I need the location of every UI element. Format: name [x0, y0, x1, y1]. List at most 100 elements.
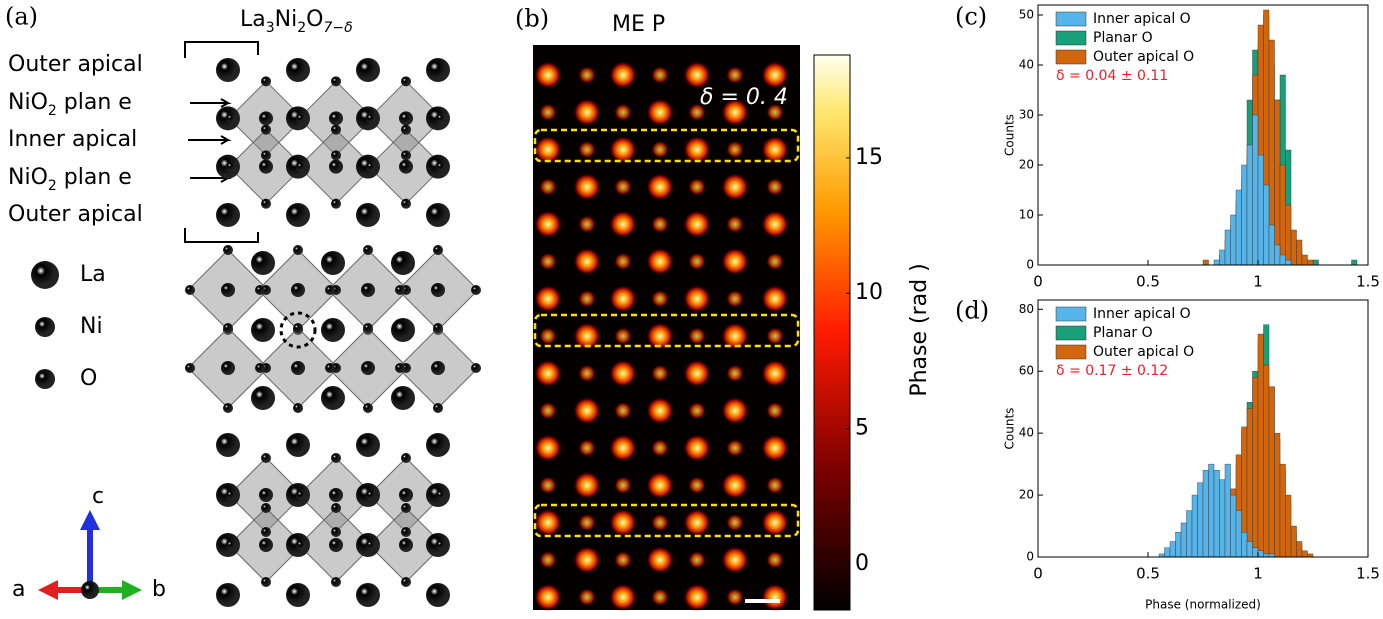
atom — [259, 111, 273, 126]
histogram-bar — [1235, 510, 1242, 558]
atom — [363, 403, 373, 413]
axis-a-head — [38, 580, 58, 600]
atom-column — [614, 401, 632, 420]
atom-column — [539, 103, 557, 122]
atom — [436, 490, 446, 500]
atom — [185, 285, 195, 295]
atom — [185, 363, 195, 373]
atom — [433, 245, 443, 255]
atom — [391, 318, 415, 342]
atom — [366, 490, 376, 500]
atom — [261, 577, 271, 587]
atom — [433, 323, 443, 333]
atom — [286, 433, 310, 457]
layer-label: Inner apical — [8, 127, 137, 152]
histogram-bar — [1312, 259, 1319, 266]
axis-label: a — [12, 577, 25, 602]
atom — [395, 285, 405, 295]
label-rest: plan e — [57, 165, 132, 190]
atom — [321, 251, 345, 275]
atom — [223, 403, 233, 413]
histogram-bar — [1246, 408, 1253, 558]
atom-column — [578, 439, 596, 457]
y-tick-label: 0 — [1026, 258, 1034, 272]
legend-label: Outer apical O — [1093, 344, 1194, 360]
y-tick-label: 40 — [1019, 58, 1034, 72]
layer-label: NiO2 plan e — [8, 90, 132, 119]
histogram-bar — [1252, 547, 1259, 558]
legend-label: Ni — [80, 314, 103, 339]
atom-column — [721, 172, 749, 201]
atom — [331, 527, 341, 537]
colorbar-tick-label: 5 — [855, 416, 869, 441]
vacancy — [279, 311, 317, 349]
atom — [401, 527, 411, 537]
atom-column — [614, 103, 632, 122]
label-sub: 2 — [48, 178, 57, 194]
atom-column — [573, 545, 601, 574]
highlight-box — [533, 503, 800, 538]
atom — [356, 58, 380, 82]
atom — [361, 361, 375, 375]
histogram-bar — [1285, 204, 1292, 266]
label-rest: plan e — [57, 90, 132, 115]
histogram-bar — [1285, 494, 1292, 558]
layer-label: Outer apical — [8, 202, 143, 227]
atom — [321, 386, 345, 410]
atom-column — [721, 247, 749, 276]
atom — [325, 363, 335, 373]
panel-tag: (b) — [515, 5, 549, 33]
atom — [331, 503, 341, 513]
atom-column — [646, 247, 674, 276]
atom-column — [578, 66, 596, 84]
atom-column — [573, 471, 601, 500]
atom-column — [646, 396, 674, 425]
atom — [261, 503, 271, 513]
legend-swatch — [1055, 325, 1087, 341]
histogram-bar — [1301, 254, 1308, 266]
legend-label: Inner apical O — [1093, 306, 1191, 322]
atom-column — [766, 177, 784, 196]
atom — [291, 283, 305, 297]
histogram-bar — [1296, 239, 1303, 266]
histogram-bar — [1197, 482, 1204, 558]
atom — [226, 540, 236, 550]
legend-label: Inner apical O — [1093, 11, 1191, 27]
atom-column — [761, 61, 789, 89]
atom-column — [578, 364, 596, 383]
atom — [286, 203, 310, 227]
atom — [286, 58, 310, 82]
atom-column — [761, 434, 789, 462]
atom-column — [651, 140, 669, 159]
atom — [261, 453, 271, 463]
atom-column — [761, 583, 789, 612]
atom — [356, 203, 380, 227]
x-tick-label: 0.5 — [1136, 273, 1160, 291]
atom — [293, 245, 303, 255]
atom — [399, 488, 413, 502]
atom-column — [726, 439, 744, 457]
atom-column — [614, 252, 632, 271]
atom-column — [539, 177, 557, 196]
atom — [261, 198, 271, 209]
atom-column — [688, 476, 706, 495]
atom — [259, 538, 273, 552]
atom-column — [766, 550, 784, 569]
atom-column — [534, 583, 562, 612]
legend-label: Planar O — [1093, 325, 1153, 341]
atom-column — [683, 61, 711, 89]
atom — [395, 363, 405, 373]
y-tick-label: 30 — [1019, 108, 1034, 122]
plot-frame — [1037, 299, 1369, 558]
annotation: δ = 0.04 ± 0.11 — [1056, 68, 1168, 84]
atom-column — [766, 327, 784, 346]
atom — [401, 124, 411, 135]
image-title: ME P — [612, 12, 665, 37]
histogram-bar — [1175, 532, 1182, 558]
atom-column — [761, 359, 789, 388]
atom — [399, 111, 413, 126]
atom — [259, 488, 273, 502]
atom-column — [646, 322, 674, 351]
atom — [331, 453, 341, 463]
atom — [433, 403, 443, 413]
